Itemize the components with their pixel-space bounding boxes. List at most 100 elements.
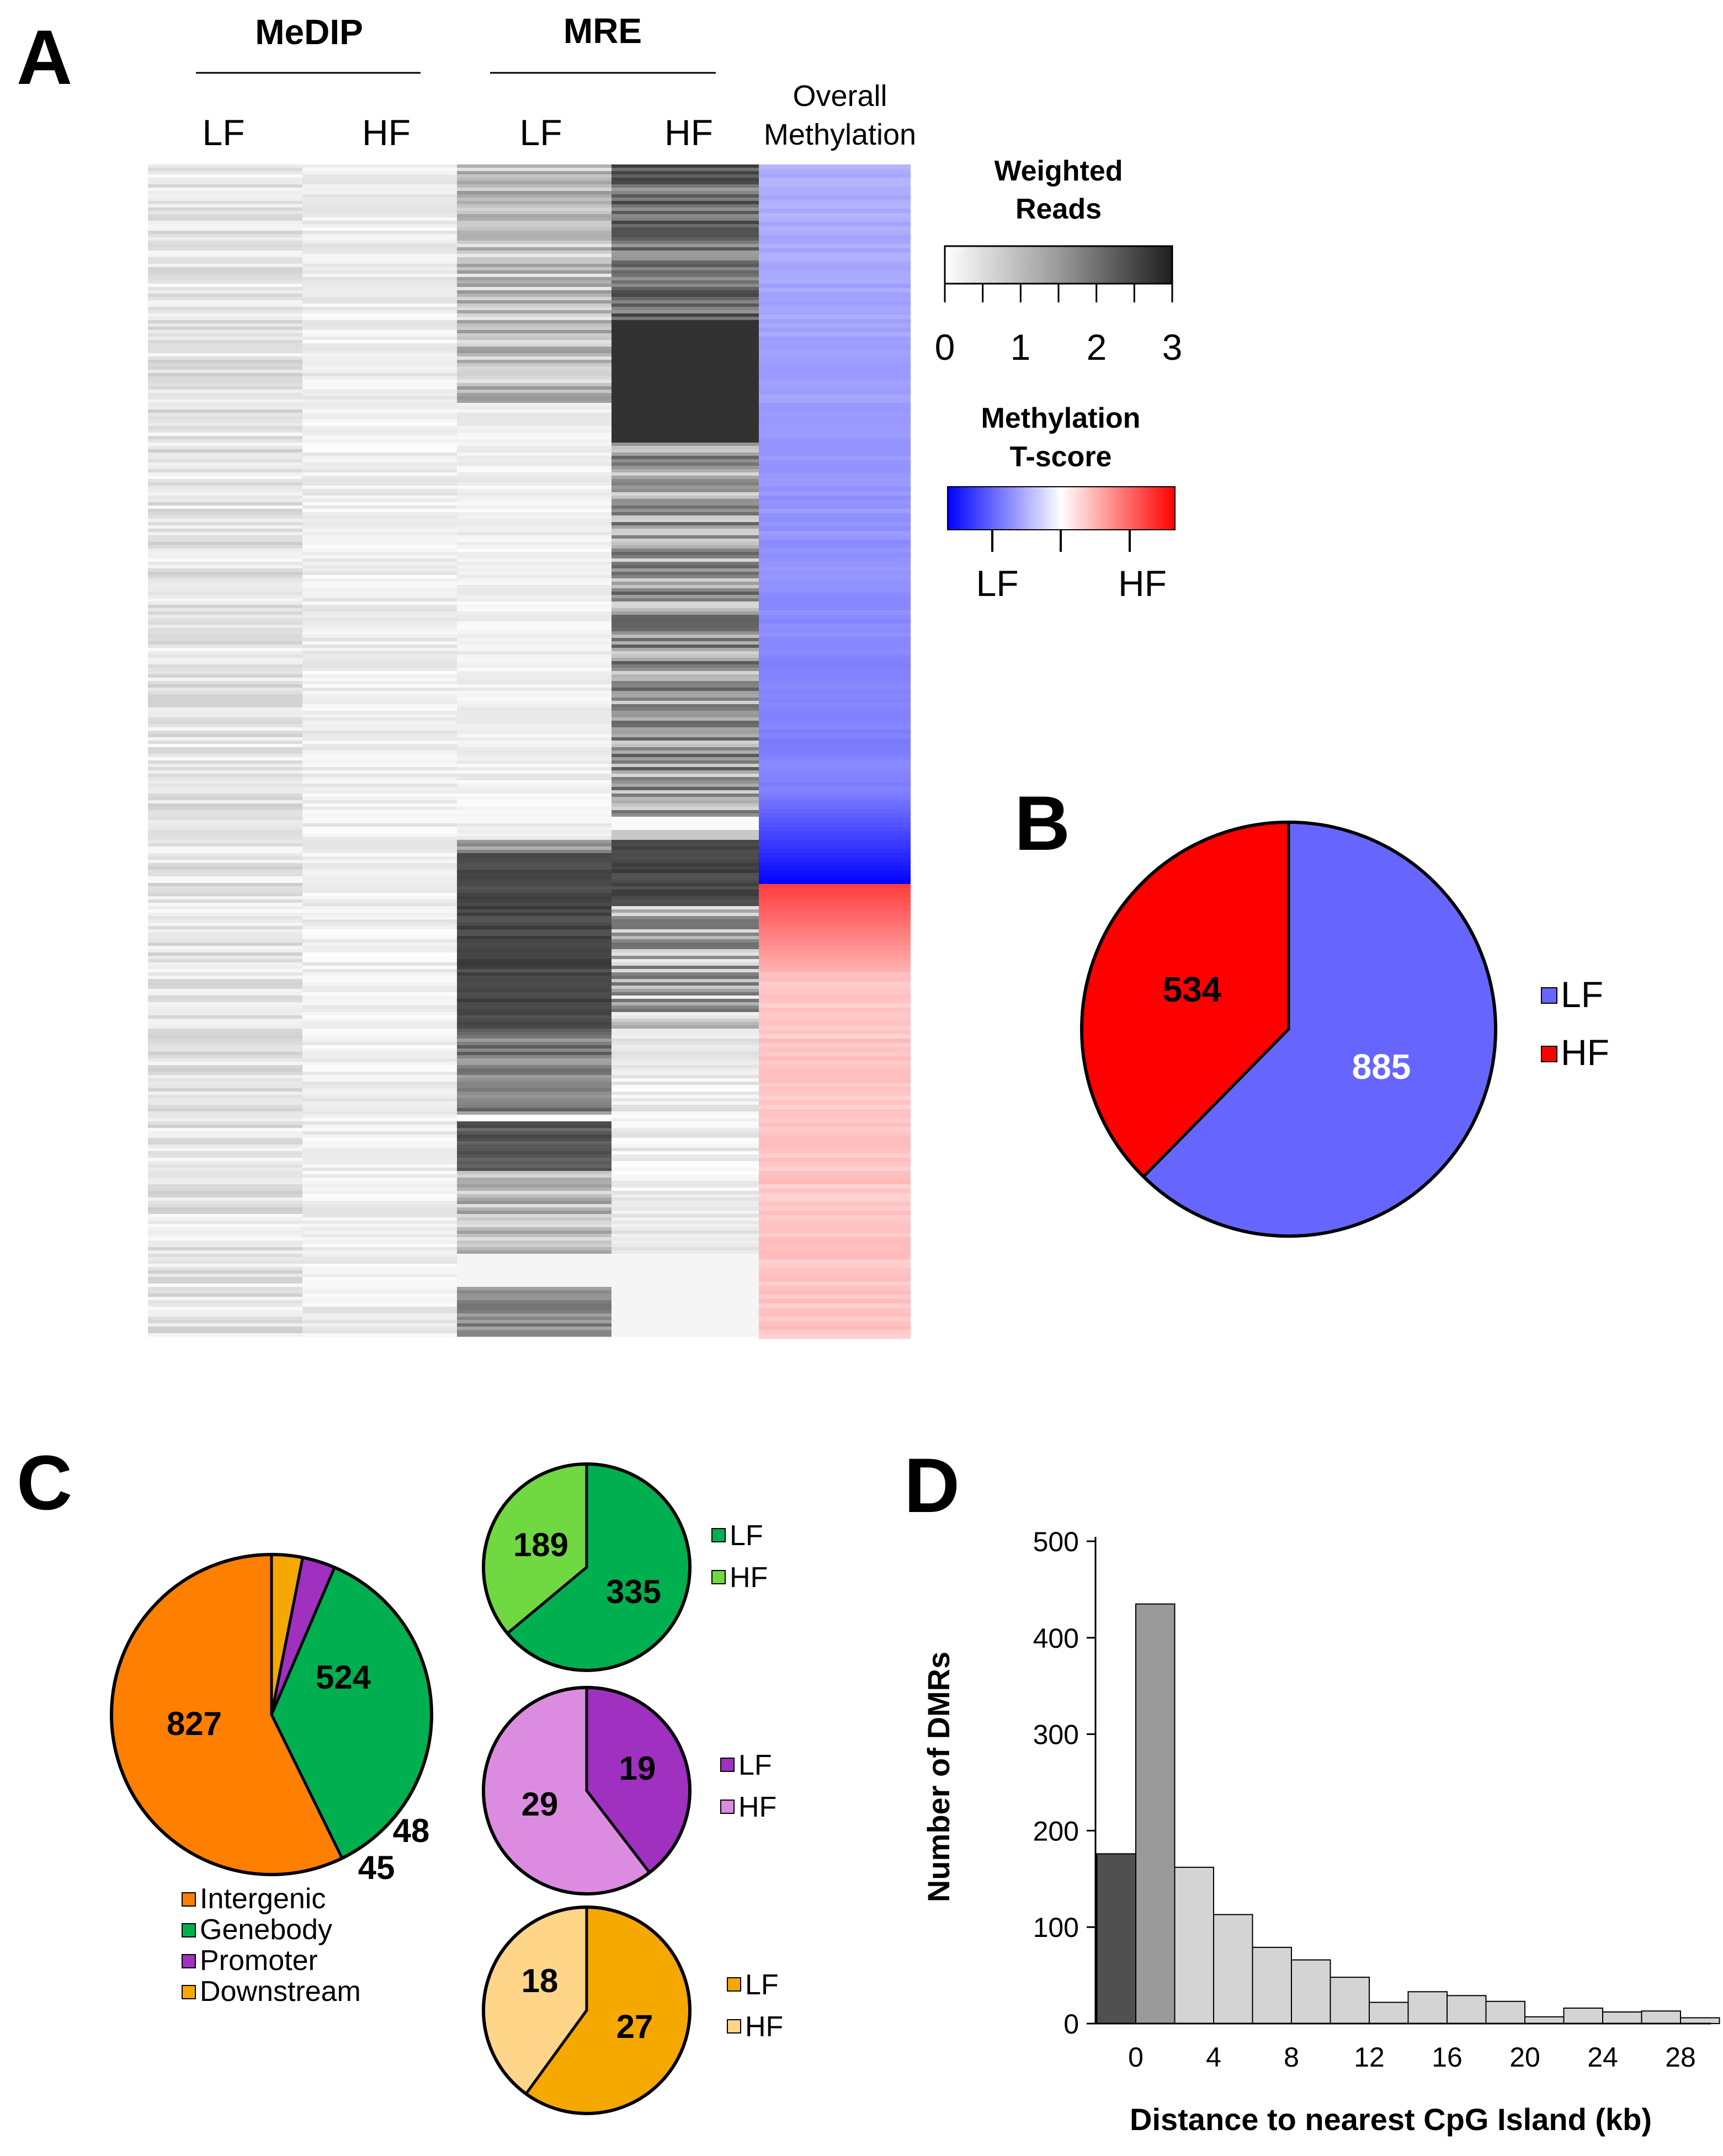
heatmap-cell [302,512,457,516]
heatmap-cell [148,1101,302,1105]
heatmap-cell [148,1078,302,1082]
heatmap-cell [302,1204,457,1208]
heatmap-cell [148,1002,302,1006]
heatmap-cell [302,698,457,701]
heatmap-cell [148,780,302,784]
heatmap-cell [148,1197,302,1201]
heatmap-cell [148,1221,302,1225]
slice-label-downstream: 45 [358,1849,395,1886]
heatmap-cell [457,164,611,168]
heatmap-cell [302,714,457,718]
heatmap-cell [457,731,611,734]
heatmap-cell [611,340,759,344]
overall-methylation-cell [759,420,911,425]
overall-methylation-cell [759,597,911,602]
heatmap-cell [148,608,302,612]
heatmap-cell [148,360,302,364]
heatmap-cell [611,724,759,728]
overall-methylation-cell [759,235,911,240]
heatmap-cell [611,1317,759,1321]
heatmap-cell [302,515,457,519]
heatmap-cell [611,191,759,195]
overall-methylation-cell [759,840,911,845]
heatmap-cell [457,886,611,890]
weighted-reads-tick-0: 0 [935,327,955,368]
overall-methylation-cell [759,677,911,682]
heatmap-cell [148,347,302,350]
heatmap-cell [302,234,457,238]
overall-methylation-cell [759,368,911,372]
heatmap-cell [148,790,302,794]
heatmap-cell [457,502,611,506]
heatmap-cell [302,466,457,470]
heatmap-cell [148,601,302,605]
heatmap-cell [148,628,302,632]
heatmap-cell [148,1264,302,1268]
heatmap-cell [457,224,611,228]
heatmap-cell [148,1300,302,1304]
heatmap-cell [611,803,759,807]
heatmap-cell [611,866,759,870]
heatmap-cell [302,717,457,721]
heatmap-cell [302,376,457,380]
overall-methylation-cell [759,928,911,933]
heatmap-cell [611,1197,759,1201]
heatmap-cell [457,936,611,940]
heatmap-cell [457,916,611,920]
heatmap-cell [457,1257,611,1261]
heatmap-cell [457,631,611,635]
heatmap-cell [611,1082,759,1085]
column-label-mre-hf: HF [664,112,713,153]
heatmap-cell [611,817,759,821]
heatmap-cell [302,1234,457,1238]
heatmap-cell [302,456,457,460]
heatmap-cell [302,1280,457,1284]
heatmap-cell [457,496,611,499]
heatmap-cell [148,701,302,705]
heatmap-cell [148,406,302,410]
heatmap-cell [302,876,457,880]
heatmap-cell [302,1039,457,1042]
heatmap-cell [302,648,457,652]
heatmap-cell [148,883,302,887]
heatmap-cell [457,1244,611,1248]
overall-methylation-cell [759,809,911,814]
heatmap-cell [457,876,611,880]
heatmap-cell [457,654,611,658]
overall-methylation-cell [759,769,911,774]
heatmap-cell [302,207,457,211]
heatmap-cell [148,588,302,592]
overall-methylation-cell [759,496,911,501]
heatmap-cell [302,774,457,778]
heatmap-cell [148,840,302,844]
heatmap-cell [302,247,457,251]
heatmap-cell [302,1244,457,1248]
overall-methylation-cell [759,1224,911,1229]
heatmap-cell [148,694,302,698]
overall-methylation-cell [759,443,911,448]
heatmap-cell [457,1138,611,1142]
heatmap-cell [148,1290,302,1294]
heatmap-cell [302,1068,457,1072]
heatmap-cell [611,529,759,533]
overall-methylation-cell [759,1233,911,1238]
heatmap-cell [457,383,611,387]
heatmap-cell [302,873,457,877]
heatmap-cell [148,390,302,393]
heatmap-cell [457,986,611,989]
heatmap-cell [148,1174,302,1178]
heatmap-cell [302,323,457,327]
heatmap-cell [611,820,759,824]
overall-methylation-cell [759,994,911,999]
heatmap-cell [148,1032,302,1036]
heatmap-cell [611,870,759,874]
heatmap-cell [611,615,759,619]
heatmap-cell [148,1075,302,1079]
heatmap-cell [611,929,759,933]
heatmap-cell [302,704,457,708]
overall-methylation-cell [759,831,911,836]
heatmap-cell [148,1287,302,1291]
heatmap-cell [302,807,457,811]
heatmap-cell [148,654,302,658]
